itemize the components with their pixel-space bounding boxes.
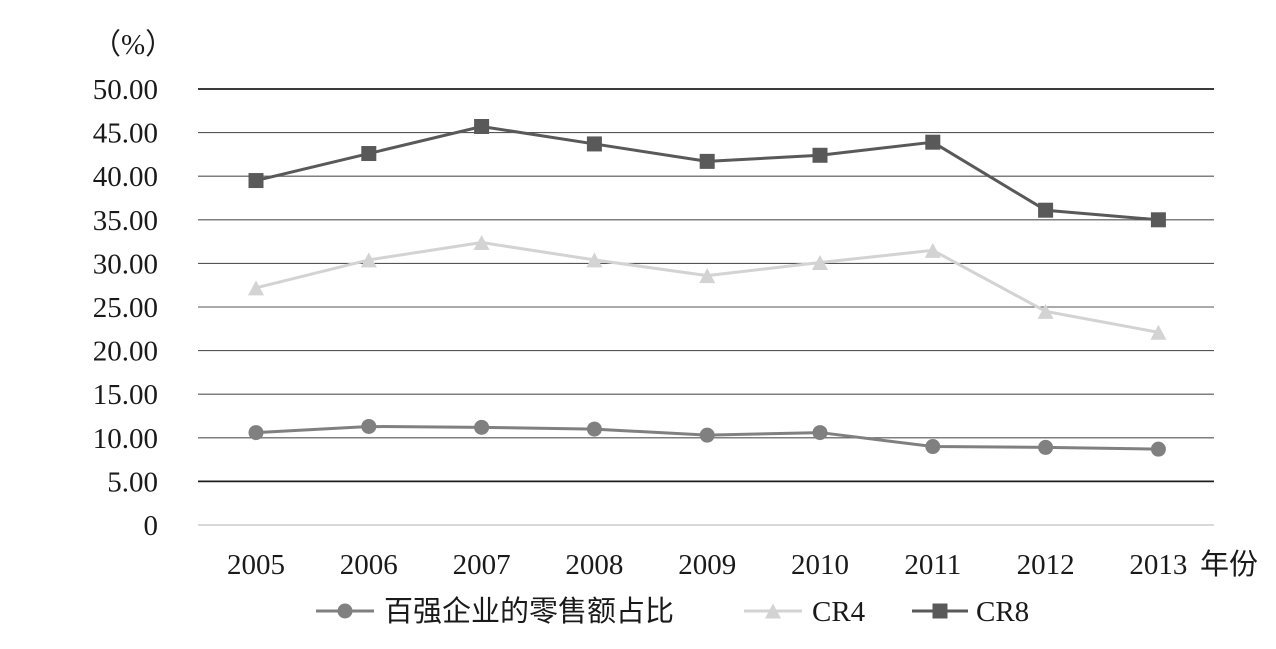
- data-point: [1038, 202, 1054, 218]
- x-tick-label: 2009: [678, 549, 736, 581]
- data-point: [1150, 324, 1167, 340]
- y-tick-label: 40.00: [93, 161, 158, 193]
- x-axis-suffix: 年份: [1200, 548, 1258, 581]
- y-tick-label: 25.00: [93, 292, 158, 324]
- y-tick-label: 45.00: [93, 118, 158, 150]
- series-circle: [248, 418, 1166, 457]
- legend-label: CR4: [812, 596, 866, 628]
- data-point: [699, 427, 715, 443]
- y-tick-label: 20.00: [93, 336, 158, 368]
- data-point: [248, 280, 264, 296]
- y-tick-label: 35.00: [93, 205, 158, 237]
- data-point: [1038, 439, 1054, 455]
- data-point: [474, 118, 490, 134]
- series-group: [248, 118, 1167, 457]
- data-point: [586, 136, 602, 152]
- x-tick-label: 2010: [791, 549, 849, 581]
- legend-marker: [932, 603, 948, 619]
- y-tick-label: 15.00: [93, 379, 158, 411]
- y-tick-label: 10.00: [93, 423, 158, 455]
- y-unit-label: （%）: [92, 29, 174, 61]
- legend-item: 百强企业的零售额占比: [316, 595, 674, 628]
- data-point: [586, 421, 602, 437]
- data-point: [925, 439, 941, 455]
- data-point: [474, 419, 490, 435]
- data-point: [360, 252, 377, 268]
- data-point: [248, 173, 264, 189]
- data-point: [586, 252, 603, 268]
- legend-item: CR4: [744, 596, 866, 628]
- y-tick-label: 30.00: [93, 248, 158, 280]
- series-line: [255, 240, 1159, 334]
- data-point: [1150, 441, 1166, 457]
- y-axis-ticks: 50.00 45.00 40.00 35.00 30.00 25.00 20.00 15.00…: [93, 74, 158, 542]
- x-axis-ticks: 2005 2006 2007 2008 2009 2010 2011 2012 2013: [227, 549, 1187, 581]
- x-tick-label: 2008: [565, 549, 623, 581]
- legend-item: CR8: [912, 596, 1029, 628]
- y-tick-label: 50.00: [93, 74, 158, 106]
- data-point: [925, 134, 941, 150]
- data-point: [924, 242, 941, 258]
- x-tick-label: 2007: [453, 549, 511, 581]
- data-point: [1150, 212, 1166, 228]
- data-point: [361, 418, 377, 434]
- x-tick-label: 2005: [227, 549, 285, 581]
- data-point: [248, 425, 264, 441]
- data-point: [1037, 303, 1054, 319]
- series-line: [255, 124, 1159, 222]
- y-tick-label: 5.00: [107, 466, 158, 498]
- data-point: [812, 425, 828, 441]
- legend: 百强企业的零售额占比 CR4 CR8: [316, 595, 1029, 628]
- data-point: [812, 255, 828, 271]
- legend-marker: [765, 603, 781, 619]
- x-tick-label: 2006: [340, 549, 398, 581]
- legend-marker: [337, 603, 353, 619]
- y-tick-label: 0: [144, 510, 159, 542]
- legend-label: 百强企业的零售额占比: [384, 595, 674, 628]
- legend-label: CR8: [976, 596, 1029, 628]
- data-point: [699, 153, 715, 169]
- x-tick-label: 2012: [1017, 549, 1075, 581]
- series-triangle: [248, 234, 1167, 340]
- data-point: [699, 268, 716, 284]
- data-point: [812, 147, 828, 163]
- series-square: [248, 118, 1166, 228]
- x-tick-label: 2011: [904, 549, 961, 581]
- data-point: [473, 234, 490, 250]
- x-tick-label: 2013: [1129, 549, 1187, 581]
- data-point: [361, 146, 377, 162]
